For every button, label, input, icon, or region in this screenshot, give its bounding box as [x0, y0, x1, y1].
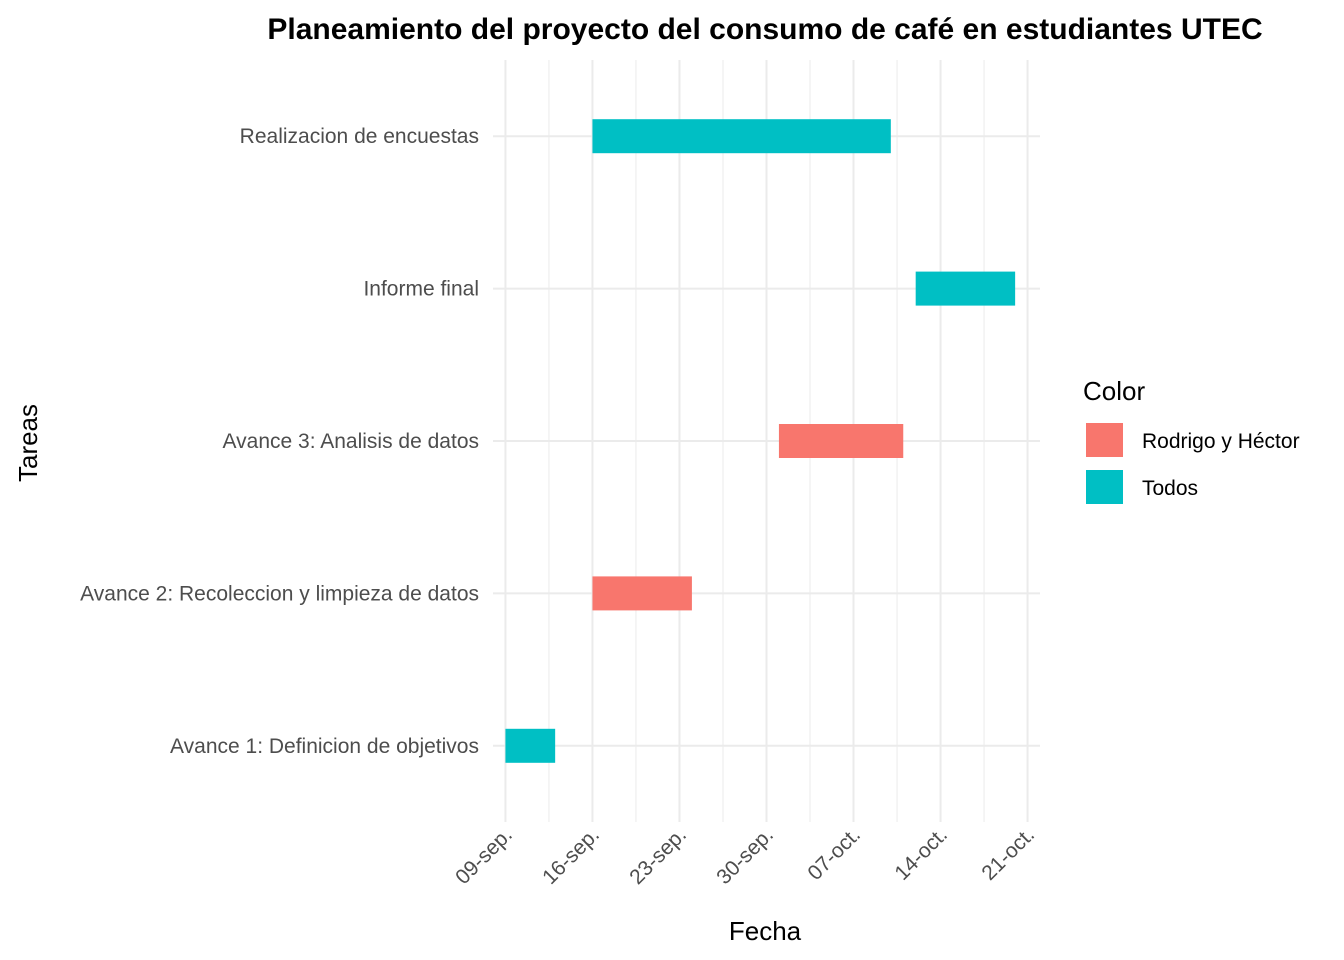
- x-axis-title: Fecha: [729, 916, 802, 946]
- legend-items: Rodrigo y Héctor Todos: [1086, 423, 1300, 504]
- y-axis-title: Tareas: [13, 404, 43, 482]
- y-tick-label: Realizacion de encuestas: [240, 125, 479, 148]
- legend-label: Rodrigo y Héctor: [1142, 430, 1300, 453]
- y-tick-label: Avance 1: Definicion de objetivos: [170, 735, 479, 758]
- y-tick-label: Avance 3: Analisis de datos: [223, 430, 479, 453]
- y-tick-label: Informe final: [363, 278, 479, 301]
- legend-title: Color: [1083, 376, 1145, 406]
- y-tick-labels: Realizacion de encuestas Informe final Ava…: [80, 125, 479, 758]
- bar-layer: [505, 119, 1016, 763]
- y-tick-label: Avance 2: Recoleccion y limpieza de dato…: [80, 582, 479, 605]
- task-bar: [592, 119, 891, 154]
- task-bar: [505, 728, 556, 763]
- task-bar: [592, 576, 692, 611]
- legend-swatch: [1086, 470, 1123, 504]
- legend: Color Rodrigo y Héctor Todos: [1083, 376, 1300, 504]
- legend-label: Todos: [1142, 477, 1198, 500]
- task-bar: [915, 271, 1016, 306]
- chart-title: Planeamiento del proyecto del consumo de…: [267, 13, 1262, 46]
- task-bar: [778, 424, 904, 458]
- legend-swatch: [1086, 423, 1123, 457]
